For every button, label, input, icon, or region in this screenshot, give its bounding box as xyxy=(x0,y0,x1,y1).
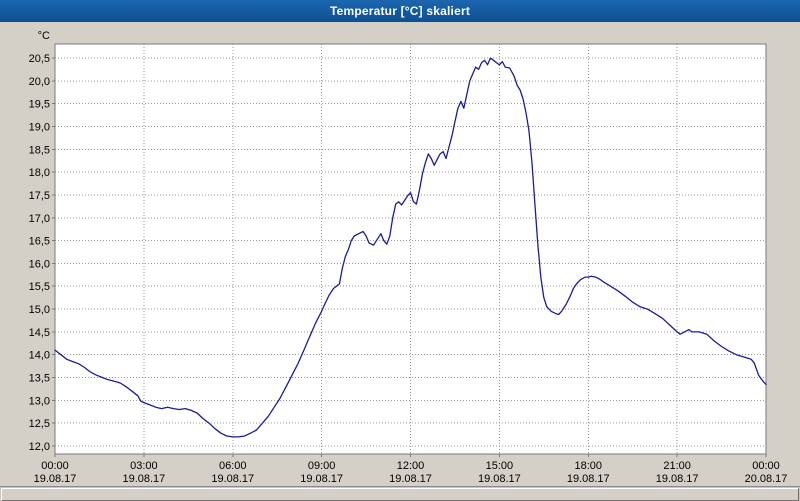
y-tick-label: 14,0 xyxy=(29,350,50,362)
y-tick-label: 15,0 xyxy=(29,304,50,316)
y-tick-label: 16,5 xyxy=(29,236,50,248)
y-tick-label: 17,0 xyxy=(29,213,50,225)
y-axis-labels: 20,5 20,0 19,5 19,0 18,5 18,0 17,5 17,0 16,5 16,0… xyxy=(29,30,50,453)
window-titlebar: Temperatur [°C] skaliert xyxy=(0,0,800,22)
y-tick-label: 12,5 xyxy=(29,418,50,430)
y-tick-label: 19,0 xyxy=(29,121,50,133)
y-tick-label: 13,0 xyxy=(29,395,50,407)
x-tick-date-label: 19.08.17 xyxy=(34,473,77,485)
x-tick-time-label: 12:00 xyxy=(397,460,425,472)
horizontal-scrollbar-thumb[interactable] xyxy=(1,488,799,501)
x-tick-date-label: 19.08.17 xyxy=(122,473,165,485)
x-tick-time-label: 21:00 xyxy=(663,460,691,472)
x-tick-date-label: 19.08.17 xyxy=(567,473,610,485)
x-tick-time-label: 09:00 xyxy=(308,460,336,472)
x-tick-date-label: 19.08.17 xyxy=(656,473,699,485)
x-tick-time-label: 06:00 xyxy=(219,460,247,472)
y-tick-label: 14,5 xyxy=(29,327,50,339)
y-axis-unit-label: °C xyxy=(38,30,50,42)
temperature-line xyxy=(54,57,767,438)
y-tick-label: 20,0 xyxy=(29,76,50,88)
y-tick-label: 19,5 xyxy=(29,99,50,111)
y-tick-label: 18,0 xyxy=(29,167,50,179)
y-tick-label: 15,5 xyxy=(29,281,50,293)
y-tick-label: 13,5 xyxy=(29,373,50,385)
x-tick-date-label: 20.08.17 xyxy=(745,473,788,485)
x-tick-date-label: 19.08.17 xyxy=(300,473,343,485)
x-tick-time-label: 18:00 xyxy=(574,460,602,472)
horizontal-scrollbar[interactable] xyxy=(0,486,800,501)
x-tick-time-label: 00:00 xyxy=(752,460,780,472)
x-tick-time-label: 03:00 xyxy=(130,460,158,472)
x-tick-time-label: 15:00 xyxy=(486,460,514,472)
window-title: Temperatur [°C] skaliert xyxy=(329,4,471,18)
x-tick-date-label: 19.08.17 xyxy=(211,473,254,485)
y-tick-label: 17,5 xyxy=(29,190,50,202)
x-tick-date-label: 19.08.17 xyxy=(478,473,521,485)
grid-lines xyxy=(52,44,767,457)
x-axis-labels: 00:0019.08.1703:0019.08.1706:0019.08.170… xyxy=(34,460,788,485)
chart-canvas: 20,5 20,0 19,5 19,0 18,5 18,0 17,5 17,0 16,5 16,0… xyxy=(0,22,800,486)
y-tick-label: 12,0 xyxy=(29,441,50,453)
y-tick-label: 16,0 xyxy=(29,258,50,270)
x-tick-date-label: 19.08.17 xyxy=(389,473,432,485)
x-tick-time-label: 00:00 xyxy=(41,460,69,472)
y-tick-label: 20,5 xyxy=(29,53,50,65)
y-tick-label: 18,5 xyxy=(29,144,50,156)
